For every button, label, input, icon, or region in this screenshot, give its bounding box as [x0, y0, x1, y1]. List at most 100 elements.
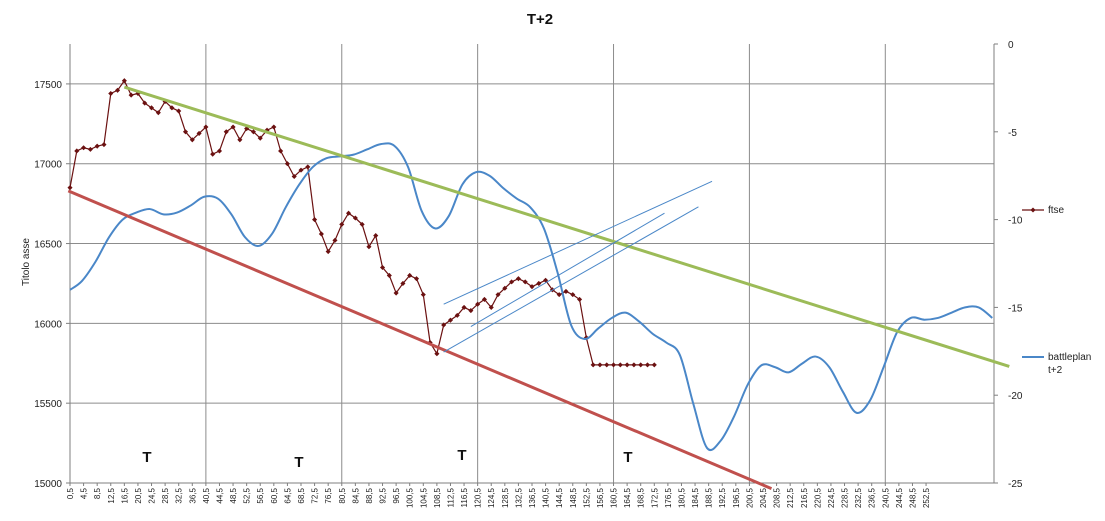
y-axis-label: Titolo asse — [21, 238, 32, 286]
ftse-point — [488, 304, 494, 310]
x-tick-label: 168,5 — [637, 487, 646, 508]
x-tick-label: 248,5 — [908, 487, 917, 508]
x-tick-label: 180,5 — [677, 487, 686, 508]
x-tick-label: 108,5 — [433, 487, 442, 508]
x-tick-label: 172,5 — [650, 487, 659, 508]
x-tick-label: 0,5 — [66, 487, 75, 499]
x-tick-label: 192,5 — [718, 487, 727, 508]
x-tick-label: 200,5 — [745, 487, 754, 508]
annotation-label: T — [294, 454, 303, 471]
x-tick-label: 208,5 — [773, 487, 782, 508]
trendline — [67, 189, 773, 490]
ftse-point — [346, 210, 352, 216]
y-tick-label: 17000 — [34, 160, 62, 171]
x-tick-label: 228,5 — [841, 487, 850, 508]
x-tick-label: 12,5 — [107, 487, 116, 503]
ftse-point — [169, 105, 175, 111]
y2-tick-label: -10 — [1008, 216, 1023, 227]
ftse-point — [441, 322, 447, 328]
x-tick-label: 252,5 — [922, 487, 931, 508]
ftse-point — [597, 362, 603, 368]
ftse-point — [413, 276, 420, 282]
ftse-point — [339, 221, 345, 227]
ftse-point — [617, 362, 623, 368]
ftse-point — [577, 296, 583, 302]
ftse-point — [271, 124, 277, 130]
ftse-point — [359, 221, 365, 227]
x-tick-label: 188,5 — [705, 487, 714, 508]
ftse-point — [644, 362, 651, 368]
trendline — [443, 180, 713, 305]
ftse-point — [176, 108, 182, 114]
ftse-point — [196, 130, 202, 136]
x-tick-label: 236,5 — [868, 487, 877, 508]
ftse-point — [101, 142, 107, 148]
trendline — [470, 212, 665, 327]
trendline — [443, 206, 699, 353]
x-tick-label: 44,5 — [215, 487, 224, 503]
x-tick-label: 184,5 — [691, 487, 700, 508]
ftse-point — [223, 129, 229, 135]
x-tick-label: 112,5 — [446, 487, 455, 507]
legend: ftse battleplan t+2 — [1022, 205, 1091, 376]
x-tick-label: 28,5 — [161, 487, 170, 503]
chart-title: T+2 — [527, 11, 553, 28]
ftse-point — [87, 146, 93, 152]
x-tick-label: 48,5 — [229, 487, 238, 503]
x-tick-label: 220,5 — [813, 487, 822, 508]
ftse-point — [468, 308, 474, 314]
x-tick-label: 92,5 — [379, 487, 388, 503]
ftse-point — [570, 292, 576, 298]
y2-tick-label: -25 — [1008, 479, 1023, 490]
ftse-point — [203, 124, 209, 130]
y2-tick-label: -15 — [1008, 303, 1023, 314]
x-tick-label: 216,5 — [800, 487, 809, 508]
x-tick-label: 76,5 — [324, 487, 333, 503]
ftse-point — [434, 351, 440, 357]
y-tick-label: 16000 — [34, 319, 62, 330]
ftse-point — [94, 143, 100, 149]
ftse-point — [393, 290, 399, 296]
ftse-point — [447, 317, 454, 323]
x-tick-label: 68,5 — [297, 487, 306, 503]
ftse-point — [638, 362, 644, 368]
x-axis-ticks: 0,5 4,5 8,5 12,5 16,5 20,5 24,5 28,5 32,5 36,5 40,… — [66, 483, 931, 508]
ftse-point — [495, 292, 501, 298]
x-tick-label: 164,5 — [623, 487, 632, 508]
x-tick-label: 148,5 — [569, 487, 578, 508]
ftse-point — [230, 124, 236, 130]
ftse-point — [128, 92, 134, 98]
y2-tick-label: -20 — [1008, 391, 1023, 402]
x-tick-label: 124,5 — [487, 487, 496, 508]
ftse-point — [481, 296, 487, 302]
ftse-point — [142, 100, 148, 106]
ftse-point — [475, 301, 481, 307]
y2-tick-label: 0 — [1008, 40, 1014, 51]
x-tick-label: 96,5 — [392, 487, 401, 503]
x-tick-label: 56,5 — [256, 487, 265, 503]
x-tick-label: 232,5 — [854, 487, 863, 508]
ftse-point — [74, 148, 80, 154]
ftse-point — [522, 279, 528, 285]
y-tick-label: 16500 — [34, 240, 62, 251]
ftse-point — [454, 312, 460, 318]
x-tick-label: 128,5 — [501, 487, 510, 508]
ftse-point — [556, 292, 562, 298]
legend-marker-ftse — [1030, 207, 1036, 213]
x-tick-label: 224,5 — [827, 487, 836, 508]
x-tick-label: 240,5 — [881, 487, 890, 508]
x-tick-label: 40,5 — [202, 487, 211, 503]
ftse-point — [325, 248, 331, 255]
x-tick-label: 72,5 — [311, 487, 320, 503]
x-tick-label: 160,5 — [610, 487, 619, 508]
ftse-point — [631, 362, 637, 368]
x-tick-label: 104,5 — [419, 487, 428, 508]
x-tick-label: 204,5 — [759, 487, 768, 508]
x-tick-label: 36,5 — [188, 487, 197, 503]
ftse-point — [461, 304, 467, 310]
x-tick-label: 80,5 — [338, 487, 347, 503]
x-tick-label: 4,5 — [80, 487, 89, 499]
x-tick-label: 16,5 — [120, 487, 129, 503]
trendline — [123, 85, 1010, 368]
